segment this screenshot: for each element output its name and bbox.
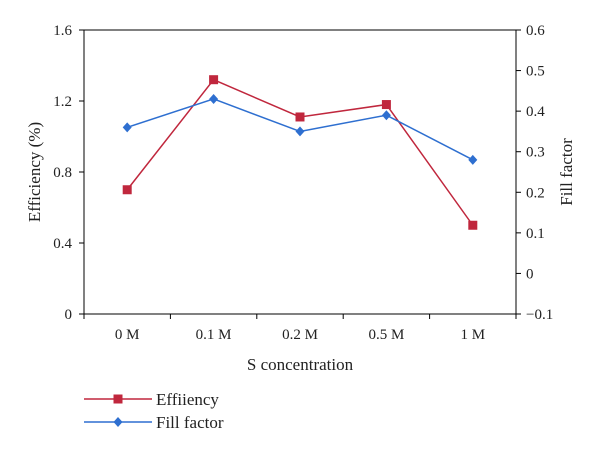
y-tick-label: 1.6 xyxy=(53,23,72,39)
data-point-diamond xyxy=(295,126,305,137)
data-point-diamond xyxy=(122,122,132,133)
x-tick-label: 0.1 M xyxy=(196,327,232,343)
y2-tick-label: 0.4 xyxy=(526,104,545,120)
legend-label: Fill factor xyxy=(156,413,224,432)
x-axis-ticks: 0 M 0.1 M 0.2 M 0.5 M 1 M xyxy=(83,314,517,343)
data-point-diamond xyxy=(209,93,219,104)
plot-area xyxy=(83,29,517,315)
legend-label: Effiiency xyxy=(156,390,219,409)
data-point-square xyxy=(209,75,219,85)
y2-tick-label: −0.1 xyxy=(526,307,553,323)
legend: Effiiency Fill factor xyxy=(84,390,224,432)
data-point-diamond xyxy=(381,110,391,121)
data-point-square xyxy=(468,220,478,230)
y-tick-label: 0.8 xyxy=(53,165,72,181)
y-tick-label: 0.4 xyxy=(53,236,72,252)
y-tick-label: 0 xyxy=(65,307,73,323)
x-tick-label: 0 M xyxy=(115,327,140,343)
data-point-square xyxy=(295,112,305,122)
x-axis-title: S concentration xyxy=(247,355,354,374)
series-fill-factor xyxy=(122,93,478,165)
y2-tick-label: 0.2 xyxy=(526,185,545,201)
data-point-diamond xyxy=(468,154,478,165)
y2-axis-title: Fill factor xyxy=(557,138,576,206)
data-point-square xyxy=(122,185,132,195)
y2-tick-label: 0.5 xyxy=(526,64,545,80)
legend-marker-diamond xyxy=(113,417,123,427)
y2-axis-ticks: −0.1 0 0.1 0.2 0.3 0.4 0.5 0.6 xyxy=(516,23,553,323)
legend-item-efficiency: Effiiency xyxy=(84,390,219,409)
series-line xyxy=(126,78,474,226)
y2-tick-label: 0.3 xyxy=(526,145,545,161)
x-tick-label: 0.5 M xyxy=(368,327,404,343)
x-tick-label: 0.2 M xyxy=(282,327,318,343)
x-tick-label: 1 M xyxy=(461,327,486,343)
legend-item-fill-factor: Fill factor xyxy=(84,413,224,432)
series-layer xyxy=(122,75,478,230)
y2-tick-label: 0 xyxy=(526,266,534,282)
y-axis-ticks: 0 0.4 0.8 1.2 1.6 xyxy=(53,23,84,323)
data-point-square xyxy=(381,100,391,110)
legend-marker-square xyxy=(113,394,123,404)
y2-tick-label: 0.1 xyxy=(526,226,545,242)
series-efficiency xyxy=(122,75,478,230)
y-axis-title: Efficiency (%) xyxy=(25,122,44,222)
y-tick-label: 1.2 xyxy=(53,94,72,110)
y2-tick-label: 0.6 xyxy=(526,23,545,39)
